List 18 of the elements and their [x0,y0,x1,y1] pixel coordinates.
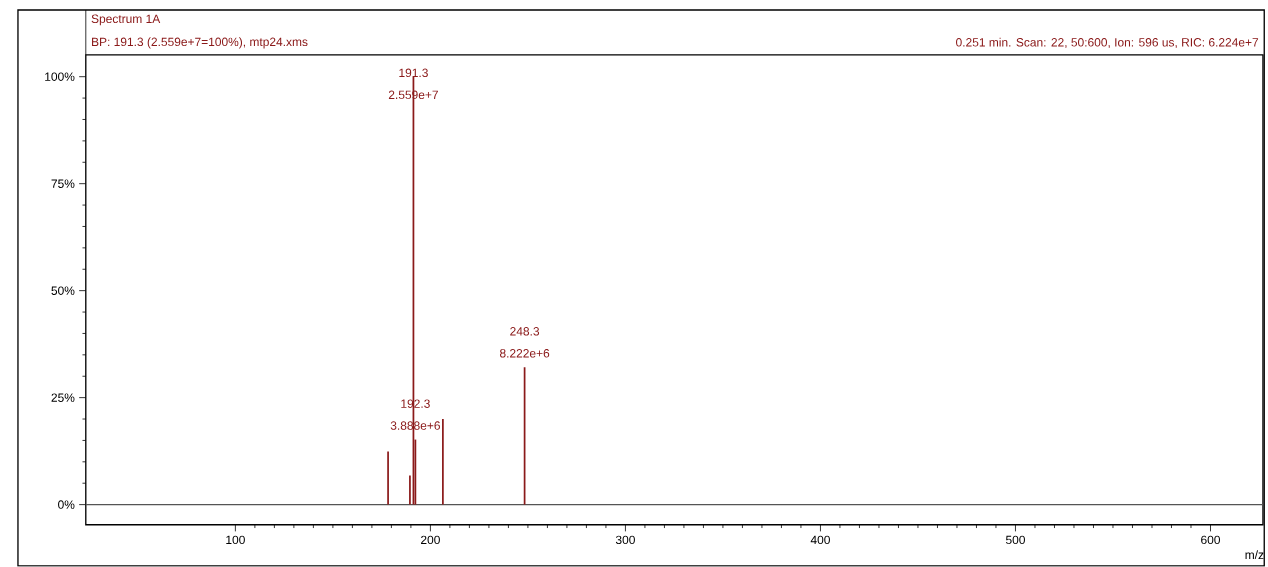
x-tick-label: 300 [615,535,635,545]
annotation: 248.3 [510,327,540,336]
annotation: 191.3 [399,68,428,78]
x-axis-title: m/z [1245,550,1264,560]
text: 0.251 min. Scan: 22, 50:600, Ion: 596 us, RIC: 6.224e+7 [956,37,1259,49]
x-tick-label: 600 [1201,535,1221,545]
y-tick-label: 75% [51,179,75,189]
y-tick-label: 50% [51,286,75,296]
annotation: 8.222e+6 [499,349,550,358]
chart-title: Spectrum 1A [91,14,161,26]
x-tick-label: 200 [421,535,440,545]
x-tick-label: 100 [226,535,245,545]
y-tick-label: 100% [45,72,75,82]
y-tick-label: 0% [58,500,75,510]
y-tick-label: 25% [51,393,75,403]
x-tick-label: 500 [1005,535,1025,545]
x-tick-label: 400 [810,535,830,545]
chart-subtitle: BP: 191.3 (2.559e+7=100%), mtp24.xms [92,37,308,49]
